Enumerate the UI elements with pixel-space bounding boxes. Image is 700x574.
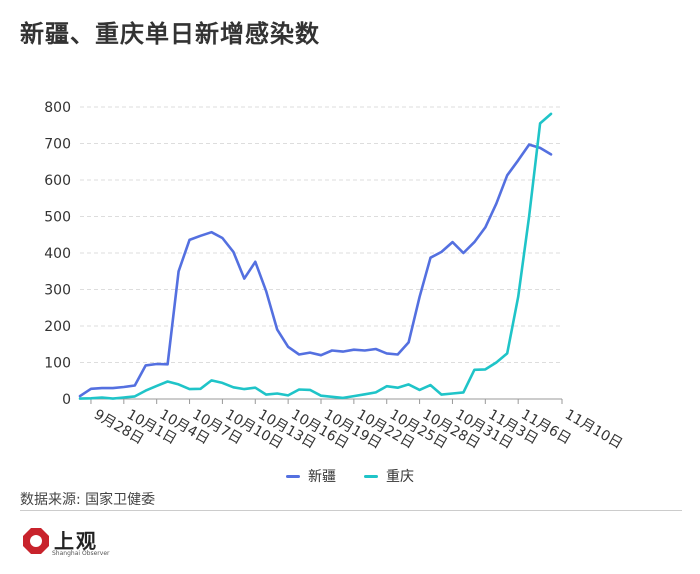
y-tick-label: 100 [44, 356, 71, 372]
shanghai-observer-logo[interactable]: 上观 Shanghai Observer [22, 525, 132, 565]
x-axis-tick-labels: 9月28日10月1日10月4日10月7日10月10日10月13日10月16日10… [90, 399, 625, 453]
grid-lines [80, 106, 562, 400]
divider [20, 510, 682, 511]
y-tick-label: 300 [44, 283, 71, 299]
y-tick-label: 500 [44, 210, 71, 226]
y-tick-label: 0 [62, 392, 71, 408]
y-tick-label: 600 [44, 173, 71, 189]
legend-swatch-chongqing [364, 474, 378, 478]
series-lines [78, 112, 553, 400]
logo-text: 上观 [54, 529, 98, 553]
y-axis-tick-labels: 0 100 200 300 400 500 600 700 800 [44, 100, 71, 408]
series-line-xinjiang[interactable] [78, 143, 553, 398]
chart-title: 新疆、重庆单日新增感染数 [20, 20, 320, 48]
line-chart: 0 100 200 300 400 500 600 700 800 9月28日10月1日10月4… [44, 100, 625, 453]
series-line-chongqing[interactable] [78, 112, 553, 400]
data-source-note: 数据来源: 国家卫健委 [20, 492, 156, 508]
legend-item-chongqing[interactable]: 重庆 [364, 466, 414, 486]
logo-subtext: Shanghai Observer [52, 550, 110, 557]
legend-label-chongqing: 重庆 [386, 469, 414, 485]
y-tick-label: 800 [44, 100, 71, 116]
y-tick-label: 400 [44, 246, 71, 262]
legend: 新疆 重庆 [0, 466, 700, 486]
legend-item-xinjiang[interactable]: 新疆 [286, 466, 336, 486]
x-tick-label: 11月10日 [562, 407, 625, 453]
logo-mark-icon [23, 528, 49, 554]
legend-swatch-xinjiang [286, 474, 300, 478]
y-tick-label: 700 [44, 137, 71, 153]
y-tick-label: 200 [44, 319, 71, 335]
legend-label-xinjiang: 新疆 [308, 469, 336, 485]
